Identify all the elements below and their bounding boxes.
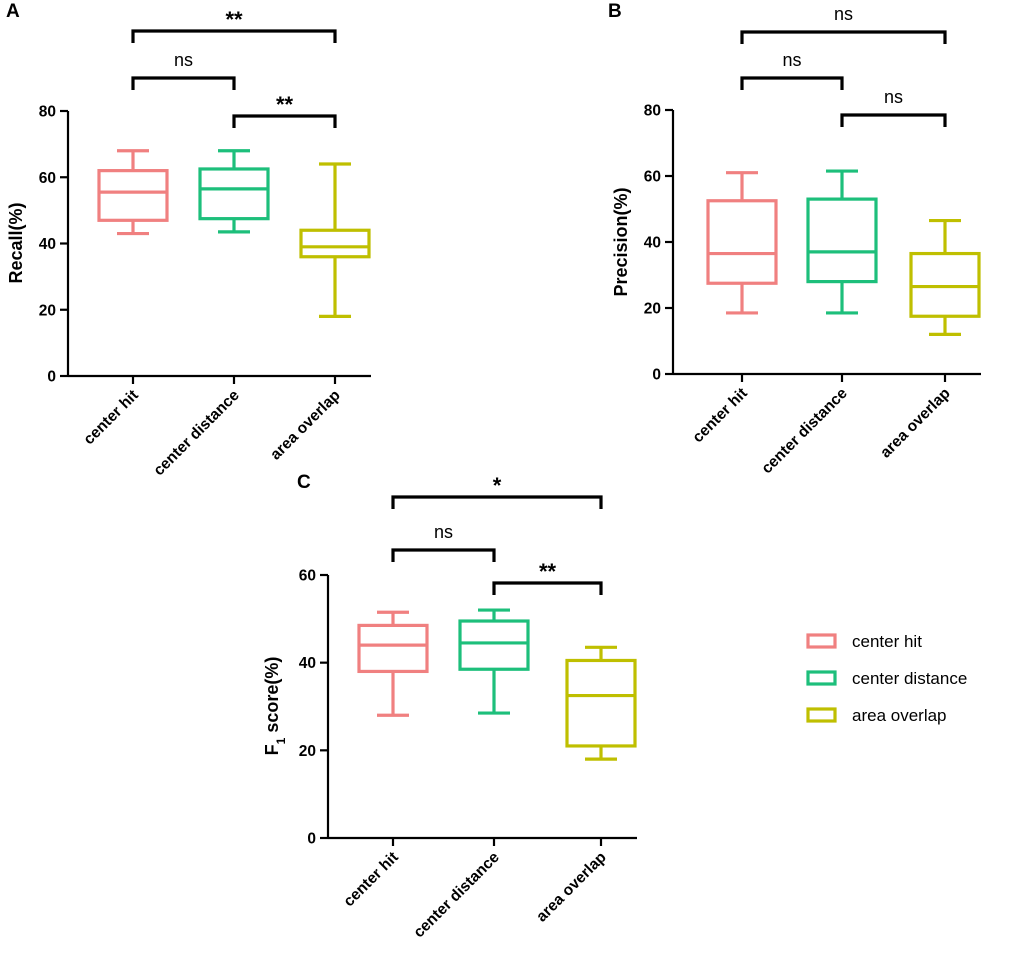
panel-a: A 0 20 40 60 80 Recall(%) center hit center dist… (6, 1, 371, 479)
legend-item: area overlap (806, 706, 947, 725)
legend: center hit center distance area overlap (806, 632, 967, 725)
box-area-overlap (909, 218, 981, 336)
box-center-distance (458, 608, 530, 715)
panel-letter: C (297, 472, 311, 493)
x-tick-label: center hit (340, 849, 401, 910)
iqr-box (97, 169, 169, 222)
y-tick-label: 0 (652, 367, 661, 384)
y-tick-label: 20 (299, 743, 316, 760)
x-tick-label: center hit (80, 387, 141, 448)
iqr-box (706, 199, 778, 285)
significance-bracket: ns (740, 50, 844, 90)
significance-label: ns (782, 50, 801, 70)
significance-label: ** (539, 559, 557, 584)
panel-b: B 0 20 40 60 80 Precision(%) center hit center d… (608, 1, 981, 477)
bracket-line (492, 581, 603, 595)
significance-label: * (493, 473, 502, 498)
bracket-line (131, 29, 337, 43)
box-center-distance (198, 149, 270, 234)
y-tick-label: 40 (39, 236, 56, 253)
y-tick-label: 60 (39, 170, 56, 187)
iqr-box (909, 251, 981, 318)
significance-label: ns (434, 522, 453, 542)
bracket-line (391, 548, 496, 562)
iqr-box (565, 658, 637, 748)
significance-bracket: ns (131, 50, 236, 90)
significance-bracket: ns (740, 4, 947, 44)
x-tick-label: center distance (150, 387, 243, 480)
panel-letter: B (608, 1, 622, 22)
legend-item: center hit (806, 632, 922, 651)
legend-label: center distance (852, 669, 967, 688)
x-tick-label: area overlap (877, 385, 954, 462)
y-tick-label: 20 (39, 302, 56, 319)
y-tick-label: 0 (307, 831, 316, 848)
x-tick-label: center hit (689, 385, 750, 446)
panel-letter: A (6, 1, 20, 22)
significance-bracket: * (391, 473, 603, 509)
legend-swatch (806, 633, 837, 649)
significance-label: ns (834, 4, 853, 24)
y-tick-label: 60 (299, 568, 316, 585)
panel-c: C 0 20 40 60 F1 score(%) center hit center dist… (262, 472, 637, 941)
legend-item: center distance (806, 669, 967, 688)
significance-label: ns (884, 87, 903, 107)
iqr-box (458, 619, 530, 671)
legend-swatch (806, 707, 837, 723)
significance-label: ** (225, 7, 243, 32)
x-tick-label: center distance (758, 385, 851, 478)
bracket-line (840, 113, 947, 127)
box-area-overlap (565, 645, 637, 761)
y-axis-title: F1 score(%) (262, 657, 288, 756)
y-tick-label: 0 (47, 369, 56, 386)
y-axis-title: Recall(%) (6, 202, 26, 283)
box-center-hit (357, 610, 429, 717)
box-center-hit (706, 171, 778, 315)
significance-bracket: ns (840, 87, 947, 127)
significance-label: ns (174, 50, 193, 70)
iqr-box (299, 228, 371, 259)
x-tick-label: area overlap (533, 849, 610, 926)
significance-bracket: ns (391, 522, 496, 562)
iqr-box (806, 197, 878, 284)
box-center-hit (97, 149, 169, 236)
y-tick-label: 80 (39, 104, 56, 121)
iqr-box (357, 623, 429, 674)
legend-label: center hit (852, 632, 922, 651)
significance-label: ** (276, 92, 294, 117)
legend-swatch (806, 670, 837, 686)
legend-label: area overlap (852, 706, 947, 725)
bracket-line (740, 30, 947, 44)
bracket-line (131, 76, 236, 90)
significance-bracket: ** (492, 559, 603, 595)
y-tick-label: 20 (644, 301, 661, 318)
significance-bracket: ** (232, 92, 337, 128)
x-tick-label: center distance (410, 849, 503, 942)
significance-bracket: ** (131, 7, 337, 43)
bracket-line (740, 76, 844, 90)
x-tick-label: area overlap (267, 387, 344, 464)
iqr-box (198, 167, 270, 221)
y-tick-label: 80 (644, 103, 661, 120)
y-axis-title: Precision(%) (611, 187, 631, 296)
box-area-overlap (299, 162, 371, 318)
y-tick-label: 40 (644, 235, 661, 252)
bracket-line (391, 495, 603, 509)
bracket-line (232, 114, 337, 128)
y-tick-label: 40 (299, 655, 316, 672)
y-tick-label: 60 (644, 169, 661, 186)
box-center-distance (806, 169, 878, 315)
